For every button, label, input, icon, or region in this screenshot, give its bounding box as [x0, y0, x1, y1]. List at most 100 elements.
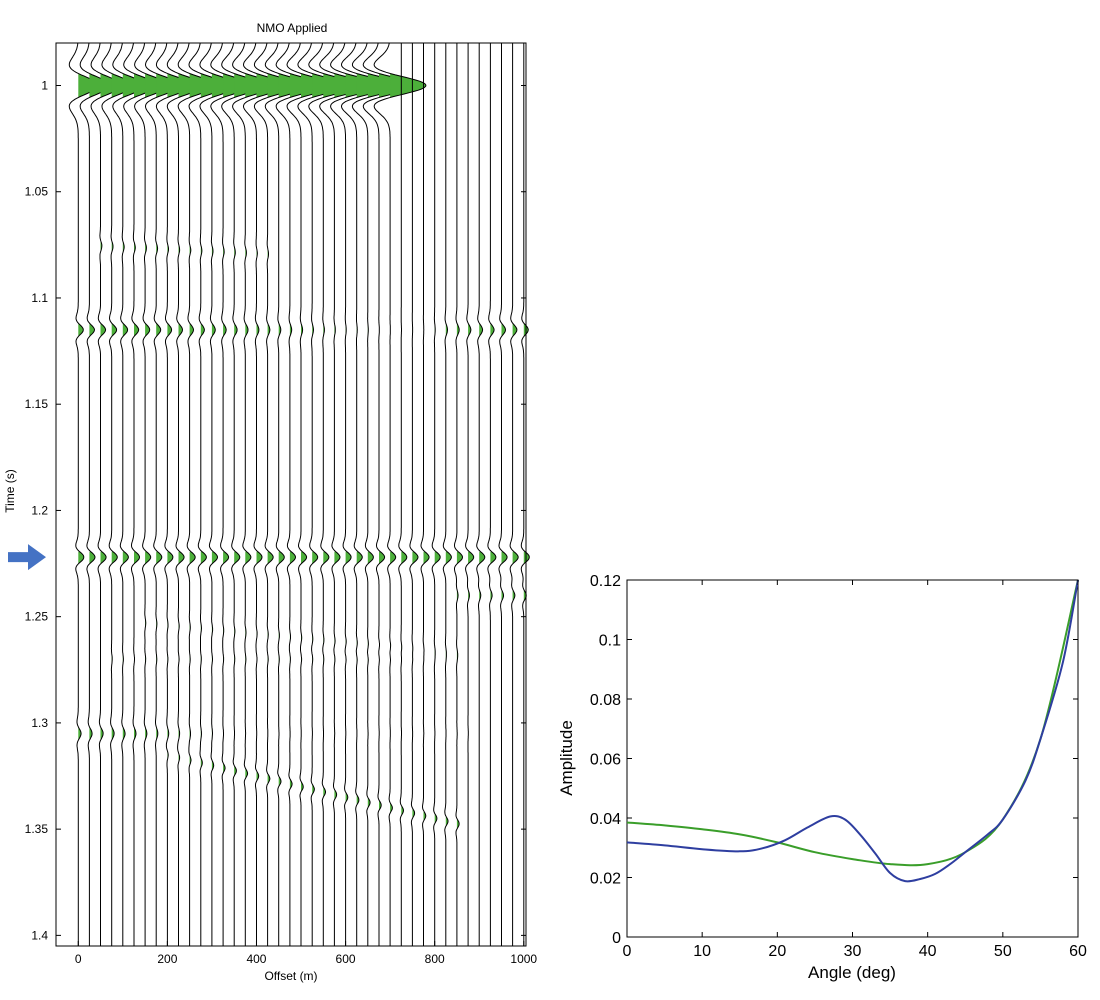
seismic-trace [520, 43, 530, 946]
amplitude-frame [626, 579, 1079, 938]
seismic-trace [319, 42, 368, 946]
trace-fill [256, 323, 259, 338]
seismic-trace [509, 43, 519, 946]
trace-fill [200, 323, 205, 338]
seismic-trace [476, 43, 486, 946]
y-tick-label: 0.1 [599, 633, 621, 650]
seismic-trace [351, 42, 404, 946]
y-tick-label: 1.4 [31, 928, 48, 942]
trace-fill [100, 73, 122, 98]
y-tick-label: 1 [41, 78, 48, 92]
seismic-y-ticks: 1 1.05 1.1 1.15 1.2 1.25 1.3 1.35 1.4 [25, 78, 526, 942]
seismic-trace [264, 42, 310, 946]
trace-fill [211, 323, 216, 338]
marker-arrow-icon [8, 544, 46, 571]
x-tick-label: 400 [246, 952, 266, 966]
x-tick-label: 1000 [510, 952, 537, 966]
trace-fill [78, 73, 99, 98]
trace-fill [512, 323, 517, 338]
y-tick-label: 1.35 [25, 822, 49, 836]
seismic-trace [286, 42, 333, 946]
trace-fill [390, 73, 426, 98]
seismic-trace [409, 43, 419, 946]
seismic-trace [134, 42, 170, 946]
seismic-trace [155, 42, 193, 946]
y-tick-label: 0.08 [590, 692, 621, 709]
y-tick-label: 0.02 [590, 871, 621, 888]
seismic-trace [297, 42, 345, 946]
seismic-trace [431, 43, 441, 946]
seismic-trace [79, 42, 111, 946]
seismic-trace [101, 42, 135, 946]
seismic-panel: NMO Applied 0 200 400 600 800 1000 1 1.05 1.1 1.… [3, 21, 537, 983]
trace-fill [267, 323, 270, 338]
seismic-trace [498, 43, 508, 946]
seismic-trace [68, 42, 99, 946]
trace-fill [189, 323, 194, 338]
trace-fill [501, 323, 506, 338]
seismic-x-axis-label: Offset (m) [264, 969, 317, 983]
seismic-trace [487, 43, 497, 946]
y-tick-label: 0.12 [590, 573, 621, 590]
trace-fill [111, 323, 117, 338]
x-tick-label: 800 [425, 952, 445, 966]
seismic-traces [68, 42, 530, 946]
seismic-y-axis-label: Time (s) [3, 469, 17, 513]
amplitude-panel: 0 10 20 30 40 50 60 0 0.02 0.04 0.06 0.08 0.1 0.12 A… [557, 573, 1087, 982]
seismic-x-ticks: 0 200 400 600 800 1000 [75, 941, 537, 966]
seismic-trace [144, 42, 181, 946]
trace-fill [122, 727, 126, 741]
y-tick-label: 1.15 [25, 397, 49, 411]
trace-fill [134, 323, 139, 338]
trace-fill [156, 323, 161, 338]
x-tick-label: 30 [844, 943, 862, 960]
seismic-trace [465, 43, 475, 946]
seismic-trace [420, 43, 430, 946]
x-tick-label: 60 [1069, 943, 1087, 960]
seismic-trace [90, 42, 123, 946]
x-tick-label: 40 [919, 943, 937, 960]
seismic-trace [275, 42, 322, 946]
seismic-trace [308, 42, 357, 946]
seismic-frame [55, 42, 527, 947]
seismic-trace [362, 42, 415, 946]
seismic-trace [177, 42, 216, 946]
y-tick-label: 0 [612, 930, 621, 947]
seismic-trace [112, 42, 146, 946]
y-tick-label: 1.25 [25, 610, 49, 624]
seismic-trace [199, 42, 240, 946]
seismic-trace [210, 42, 252, 946]
series-line-0 [626, 579, 1079, 867]
seismic-trace [123, 42, 158, 946]
trace-fill [234, 765, 237, 776]
y-tick-label: 0.04 [590, 811, 621, 828]
trace-fill [178, 323, 183, 338]
x-tick-label: 600 [336, 952, 356, 966]
y-tick-label: 1.2 [31, 503, 48, 517]
seismic-trace [453, 43, 464, 946]
seismic-trace [166, 42, 205, 946]
y-tick-label: 1.3 [31, 716, 48, 730]
series-line-1 [626, 579, 1079, 883]
seismic-trace [221, 42, 263, 946]
amplitude-y-axis-label: Amplitude [557, 720, 576, 796]
x-tick-label: 10 [693, 943, 711, 960]
seismic-trace [442, 43, 452, 946]
trace-fill [456, 323, 460, 338]
seismic-trace [373, 42, 427, 946]
trace-fill [490, 323, 495, 338]
x-tick-label: 20 [768, 943, 786, 960]
y-tick-label: 1.1 [31, 291, 48, 305]
seismic-trace [330, 42, 380, 946]
trace-fill [78, 323, 84, 338]
trace-fill [89, 323, 95, 338]
trace-fill [468, 323, 471, 338]
amplitude-x-ticks: 0 10 20 30 40 50 60 [623, 580, 1087, 960]
seismic-trace [253, 42, 298, 946]
trace-fill [479, 323, 483, 338]
seismic-title: NMO Applied [257, 21, 328, 35]
trace-fill [234, 323, 238, 338]
amplitude-series [626, 579, 1079, 883]
trace-fill [89, 73, 111, 98]
